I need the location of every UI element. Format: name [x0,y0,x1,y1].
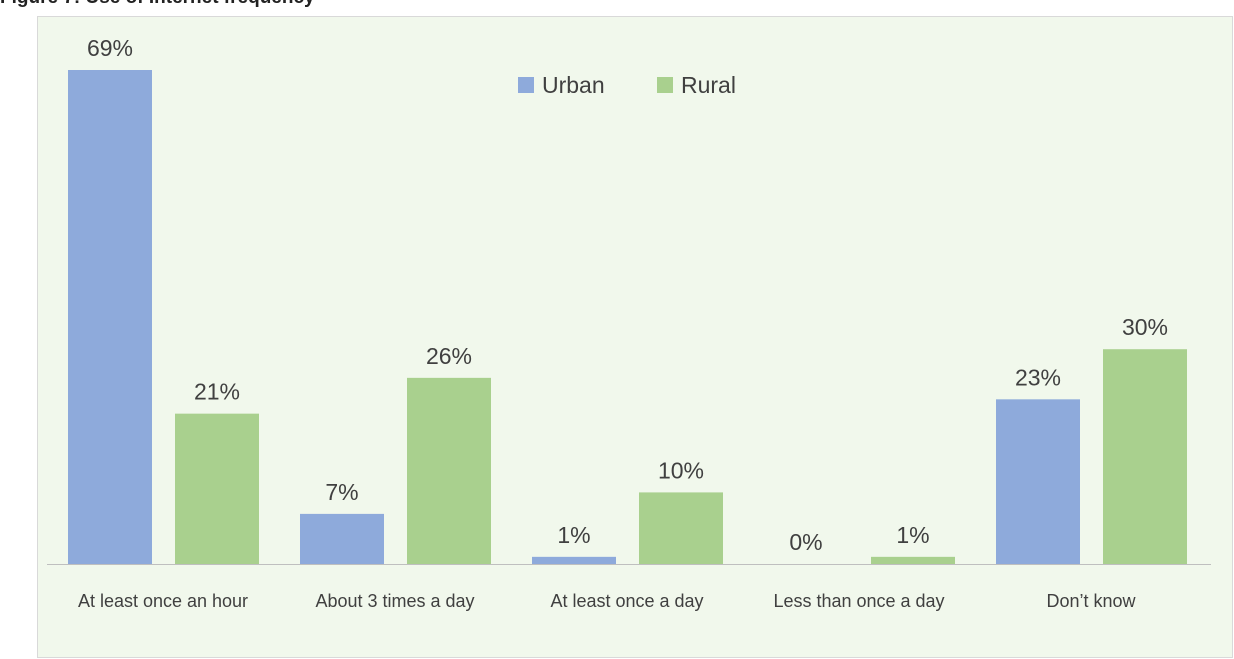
x-tick-label-at-least-once-a-day: At least once a day [550,591,703,611]
data-label-urban-about-3-times-a-day: 7% [325,479,358,505]
x-tick-label-at-least-once-an-hour: At least once an hour [78,591,248,611]
legend-swatch-rural [657,77,673,93]
data-label-rural-about-3-times-a-day: 26% [426,343,472,369]
bar-rural-about-3-times-a-day [407,377,491,564]
data-label-rural-at-least-once-a-day: 10% [658,457,704,483]
bar-rural-less-than-once-a-day [871,556,955,564]
data-label-urban-less-than-once-a-day: 0% [789,529,822,555]
bar-urban-at-least-once-a-day [532,556,616,564]
x-tick-label-don-t-know: Don’t know [1046,591,1136,611]
bar-rural-at-least-once-a-day [639,492,723,564]
chart-title: Figure 7: Use of Internet frequency [0,0,315,11]
x-tick-label-about-3-times-a-day: About 3 times a day [315,591,474,611]
bar-urban-about-3-times-a-day [300,513,384,564]
legend-label-rural: Rural [681,72,736,98]
data-label-urban-at-least-once-an-hour: 69% [87,35,133,61]
legend-label-urban: Urban [542,72,605,98]
bar-rural-don-t-know [1103,349,1187,564]
data-label-rural-don-t-know: 30% [1122,314,1168,340]
data-label-urban-at-least-once-a-day: 1% [557,522,590,548]
data-label-urban-don-t-know: 23% [1015,364,1061,390]
x-tick-label-less-than-once-a-day: Less than once a day [773,591,944,611]
bar-urban-at-least-once-an-hour [68,70,152,564]
data-label-rural-less-than-once-a-day: 1% [896,522,929,548]
data-label-rural-at-least-once-an-hour: 21% [194,379,240,405]
bar-urban-don-t-know [996,399,1080,564]
bar-rural-at-least-once-an-hour [175,413,259,564]
legend-swatch-urban [518,77,534,93]
